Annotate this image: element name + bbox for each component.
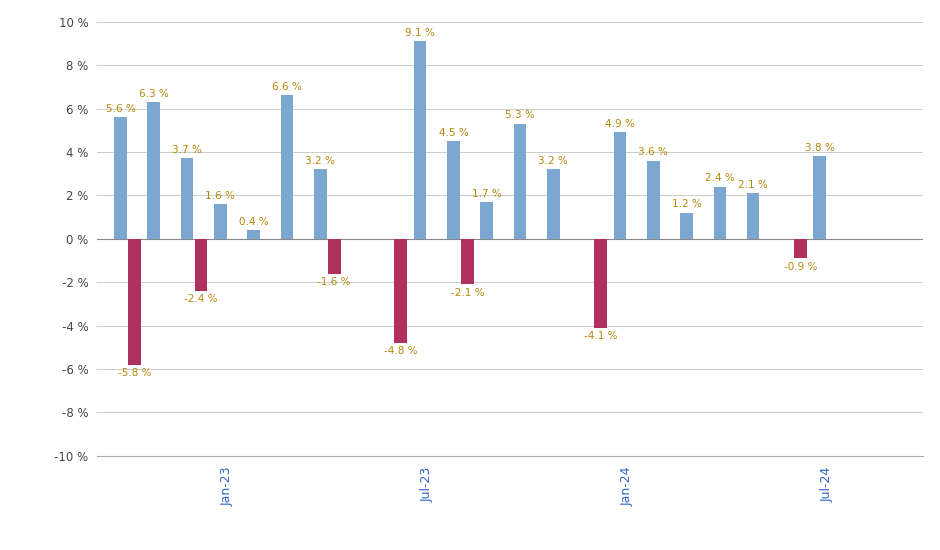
Bar xyxy=(614,133,626,239)
Text: -5.8 %: -5.8 % xyxy=(118,368,151,378)
Text: -0.9 %: -0.9 % xyxy=(784,262,817,272)
Text: 6.3 %: 6.3 % xyxy=(139,89,168,99)
Bar xyxy=(594,239,607,328)
Text: 1.2 %: 1.2 % xyxy=(672,200,701,210)
Bar xyxy=(647,161,660,239)
Bar xyxy=(148,102,160,239)
Bar xyxy=(746,193,760,239)
Bar xyxy=(513,124,526,239)
Bar xyxy=(480,202,494,239)
Text: -4.1 %: -4.1 % xyxy=(584,331,618,341)
Text: 6.6 %: 6.6 % xyxy=(272,82,302,92)
Text: 3.2 %: 3.2 % xyxy=(539,156,568,166)
Bar xyxy=(195,239,208,291)
Text: 2.4 %: 2.4 % xyxy=(705,173,735,183)
Bar xyxy=(462,239,474,284)
Text: -2.4 %: -2.4 % xyxy=(184,294,218,304)
Bar xyxy=(813,156,826,239)
Text: 1.7 %: 1.7 % xyxy=(472,189,502,199)
Bar xyxy=(395,239,407,343)
Text: -4.8 %: -4.8 % xyxy=(384,346,417,356)
Bar xyxy=(114,117,127,239)
Text: 4.9 %: 4.9 % xyxy=(605,119,634,129)
Bar xyxy=(447,141,460,239)
Text: -1.6 %: -1.6 % xyxy=(318,277,351,287)
Bar xyxy=(328,239,340,273)
Bar xyxy=(247,230,260,239)
Bar xyxy=(280,96,293,239)
Text: 3.2 %: 3.2 % xyxy=(306,156,335,166)
Bar xyxy=(547,169,559,239)
Bar xyxy=(681,213,693,239)
Text: 5.3 %: 5.3 % xyxy=(505,111,535,120)
Text: 4.5 %: 4.5 % xyxy=(439,128,468,138)
Bar xyxy=(794,239,807,258)
Bar xyxy=(414,41,427,239)
Text: -2.1 %: -2.1 % xyxy=(450,288,484,298)
Text: 1.6 %: 1.6 % xyxy=(206,191,235,201)
Text: 0.4 %: 0.4 % xyxy=(239,217,269,227)
Bar xyxy=(214,204,227,239)
Text: 2.1 %: 2.1 % xyxy=(738,180,768,190)
Bar xyxy=(128,239,141,365)
Bar xyxy=(713,186,727,239)
Text: 5.6 %: 5.6 % xyxy=(105,104,135,114)
Text: 3.6 %: 3.6 % xyxy=(638,147,668,157)
Text: 3.8 %: 3.8 % xyxy=(805,143,835,153)
Bar xyxy=(180,158,194,239)
Bar xyxy=(314,169,326,239)
Text: 3.7 %: 3.7 % xyxy=(172,145,202,155)
Text: 9.1 %: 9.1 % xyxy=(405,28,435,38)
